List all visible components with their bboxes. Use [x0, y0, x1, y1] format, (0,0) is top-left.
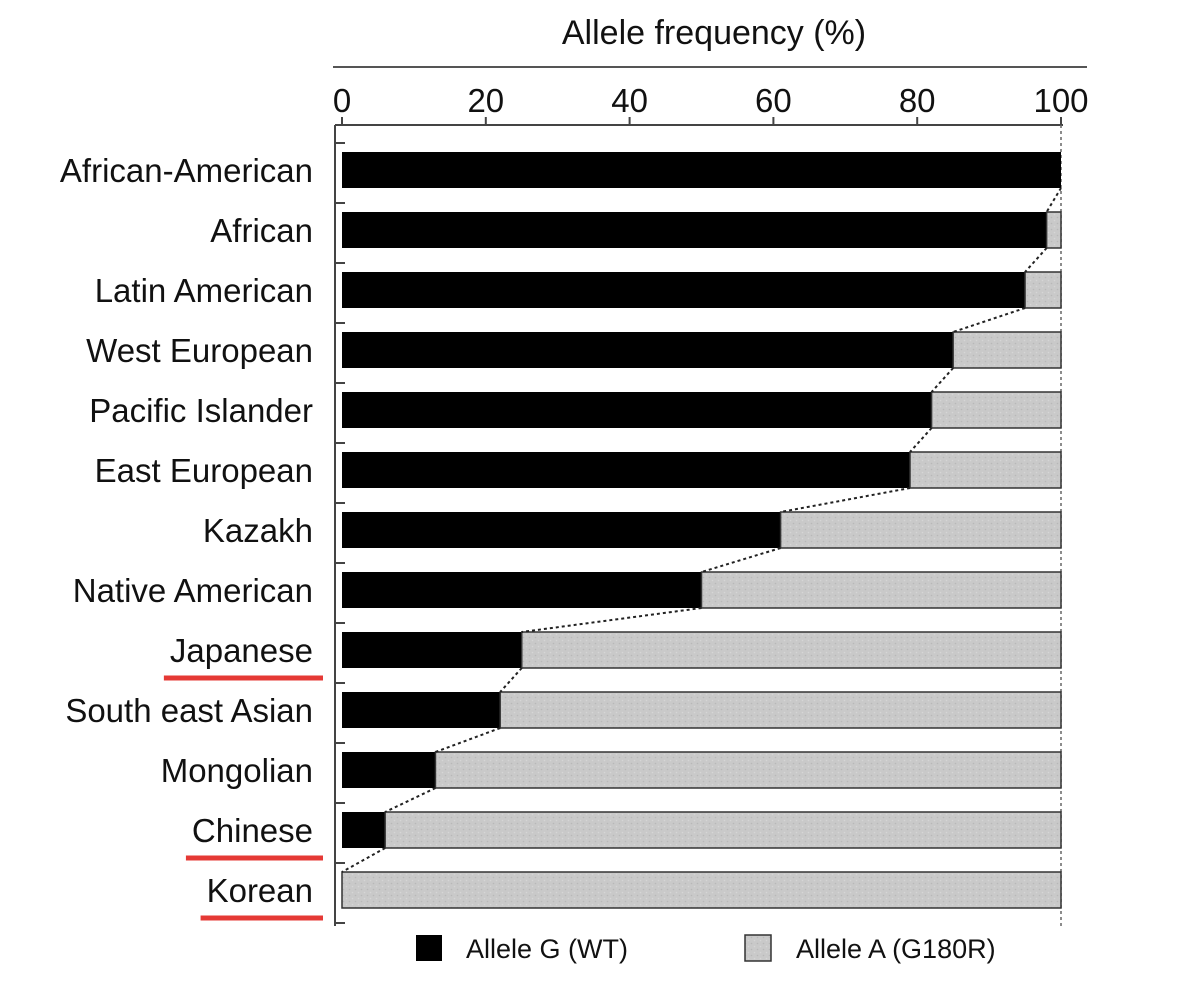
- bar-allele-g: [342, 752, 436, 788]
- bar-allele-g: [342, 632, 522, 668]
- bar-allele-g: [342, 572, 702, 608]
- connector-segment: [499, 667, 523, 693]
- connector-segment: [521, 607, 702, 633]
- bar-allele-a: [909, 451, 1062, 489]
- chart-title: Allele frequency (%): [562, 14, 866, 52]
- connector-segment: [701, 547, 781, 573]
- category-label: African-American: [60, 152, 313, 189]
- connector-segment: [1045, 187, 1062, 213]
- x-tick-label: 60: [755, 82, 792, 119]
- bar-allele-a: [521, 631, 1062, 669]
- bar-allele-g: [342, 152, 1061, 188]
- bar-allele-a: [700, 571, 1062, 609]
- bar-allele-a: [384, 811, 1062, 849]
- category-label: Native American: [73, 572, 313, 609]
- bar-allele-a: [952, 331, 1062, 369]
- category-label: Korean: [207, 872, 313, 909]
- legend-label-allele-g: Allele G (WT): [466, 934, 628, 964]
- bar-allele-g: [342, 272, 1026, 308]
- bar-allele-g: [342, 392, 932, 428]
- connector-segment: [780, 487, 911, 513]
- category-labels: African-American African Latin American Wes…: [60, 152, 323, 921]
- legend-swatch-allele-g: [416, 935, 442, 961]
- connector-segment: [909, 427, 933, 453]
- connector-segment: [341, 847, 386, 873]
- category-label: African: [210, 212, 313, 249]
- bar-allele-g: [342, 452, 911, 488]
- category-label: South east Asian: [65, 692, 313, 729]
- bar-allele-a: [499, 691, 1062, 729]
- connector-segment: [1024, 247, 1048, 273]
- category-label: Japanese: [170, 632, 313, 669]
- bar-allele-a: [1024, 271, 1062, 309]
- x-tick-label: 20: [467, 82, 504, 119]
- connector-layer: [341, 187, 1062, 873]
- connector-segment: [384, 787, 436, 813]
- bar-allele-g: [342, 692, 501, 728]
- category-label: Pacific Islander: [89, 392, 313, 429]
- category-label: West European: [86, 332, 313, 369]
- bar-allele-a: [434, 751, 1062, 789]
- category-label: Mongolian: [161, 752, 313, 789]
- x-tick-label: 0: [333, 82, 351, 119]
- connector-segment: [952, 307, 1026, 333]
- bar-allele-a: [779, 511, 1062, 549]
- bar-allele-g: [342, 332, 954, 368]
- category-label: Latin American: [95, 272, 313, 309]
- legend-swatch-allele-a: [744, 934, 772, 962]
- bar-allele-a: [1045, 211, 1062, 249]
- axis-layer: 0 20 40 60 80 100: [333, 82, 1089, 926]
- connector-segment: [930, 367, 954, 393]
- bar-allele-a: [930, 391, 1062, 429]
- connector-segment: [435, 727, 501, 753]
- x-tick-label: 80: [899, 82, 936, 119]
- bar-allele-g: [342, 212, 1047, 248]
- x-tick-label: 100: [1033, 82, 1088, 119]
- legend: Allele G (WT) Allele A (G180R): [416, 934, 996, 964]
- bar-allele-g: [342, 812, 386, 848]
- category-label: Kazakh: [203, 512, 313, 549]
- legend-label-allele-a: Allele A (G180R): [796, 934, 996, 964]
- bars-layer: [341, 152, 1062, 909]
- bar-allele-g: [342, 512, 781, 548]
- bar-allele-a: [341, 871, 1062, 909]
- category-label: Chinese: [192, 812, 313, 849]
- x-tick-label: 40: [611, 82, 648, 119]
- category-label: East European: [95, 452, 313, 489]
